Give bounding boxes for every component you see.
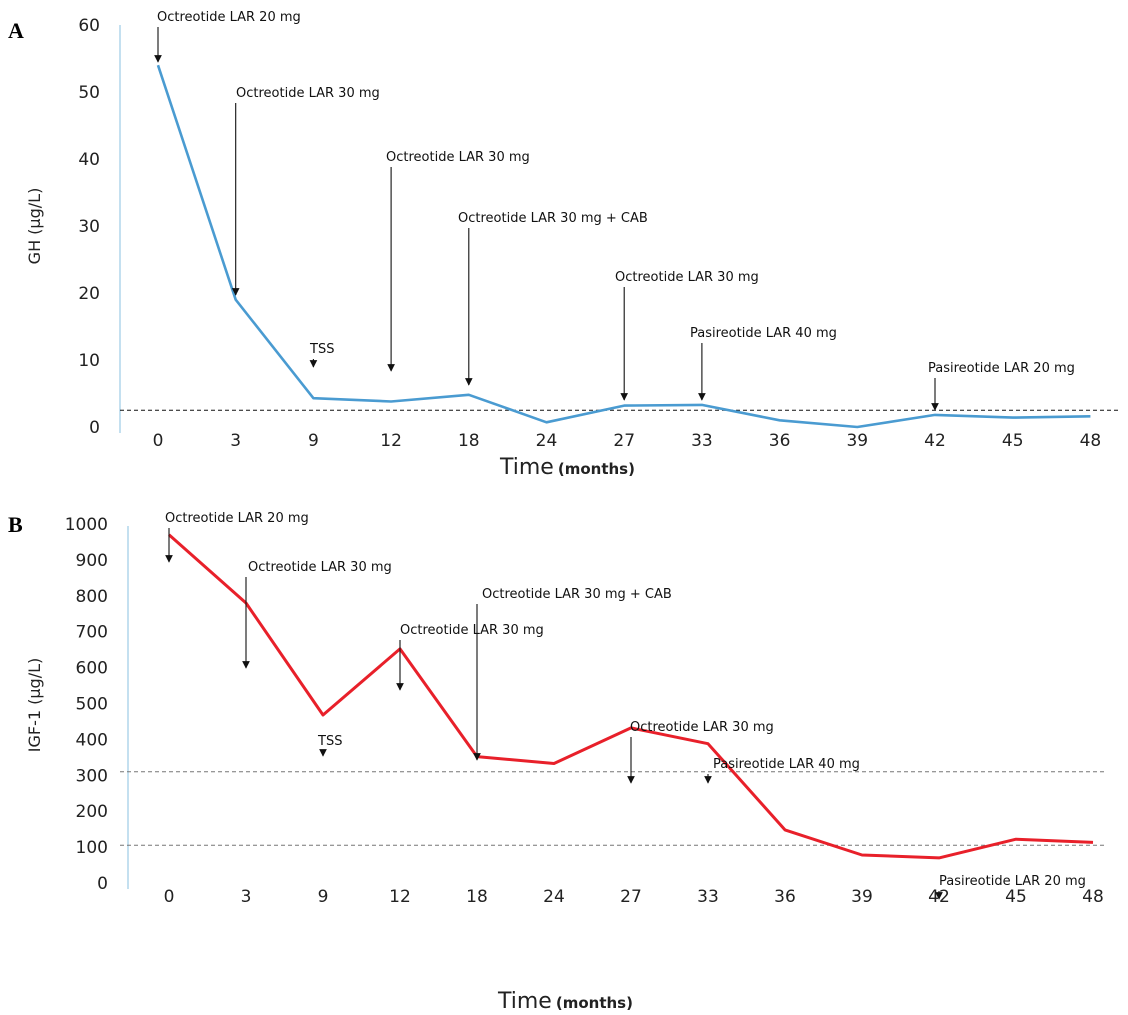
annotation-label: TSS <box>309 342 334 357</box>
x-tick-label: 9 <box>308 431 319 451</box>
annotation-label: Octreotide LAR 20 mg <box>165 511 309 526</box>
y-tick-label: 300 <box>76 766 108 786</box>
y-tick-label: 20 <box>78 284 100 304</box>
x-tick-label: 45 <box>1002 431 1024 451</box>
panel-label: B <box>8 512 23 537</box>
x-tick-label: 39 <box>846 431 868 451</box>
x-tick-label: 12 <box>380 431 402 451</box>
x-axis-label: Time (months) <box>499 455 635 480</box>
y-tick-label: 800 <box>76 587 108 607</box>
annotation-label: Octreotide LAR 30 mg + CAB <box>482 587 672 602</box>
x-tick-label: 42 <box>924 431 946 451</box>
y-axis-label: GH (µg/L) <box>25 188 44 265</box>
x-tick-label: 33 <box>697 887 719 907</box>
y-tick-label: 30 <box>78 217 100 237</box>
x-tick-label: 0 <box>153 431 164 451</box>
annotation-label: Octreotide LAR 30 mg + CAB <box>458 211 648 226</box>
y-tick-label: 500 <box>76 695 108 715</box>
annotation-label: Pasireotide LAR 20 mg <box>939 874 1086 889</box>
x-tick-label: 24 <box>543 887 565 907</box>
x-tick-label: 48 <box>1080 431 1102 451</box>
x-tick-label: 27 <box>613 431 635 451</box>
x-axis-label-main: Time <box>497 989 552 1014</box>
annotation-label: Pasireotide LAR 40 mg <box>690 326 837 341</box>
y-tick-label: 400 <box>76 730 108 750</box>
y-tick-label: 200 <box>76 802 108 822</box>
x-tick-label: 48 <box>1082 887 1104 907</box>
x-axis-label-unit: (months) <box>556 994 633 1012</box>
x-tick-label: 18 <box>466 887 488 907</box>
y-tick-label: 0 <box>97 874 108 894</box>
y-tick-label: 40 <box>78 150 100 170</box>
annotation-label: Octreotide LAR 30 mg <box>248 560 392 575</box>
y-tick-label: 50 <box>78 83 100 103</box>
annotation-label: TSS <box>317 734 342 749</box>
x-tick-label: 24 <box>536 431 558 451</box>
x-tick-label: 27 <box>620 887 642 907</box>
y-tick-label: 700 <box>76 623 108 643</box>
x-tick-label: 39 <box>851 887 873 907</box>
y-tick-label: 600 <box>76 659 108 679</box>
y-tick-label: 100 <box>76 838 108 858</box>
y-tick-label: 60 <box>78 16 100 36</box>
annotation-label: Octreotide LAR 30 mg <box>630 720 774 735</box>
x-tick-label: 36 <box>774 887 796 907</box>
x-tick-label: 9 <box>318 887 329 907</box>
annotation-label: Octreotide LAR 30 mg <box>386 150 530 165</box>
series-line <box>168 533 1094 860</box>
x-tick-label: 0 <box>164 887 175 907</box>
x-tick-label: 18 <box>458 431 480 451</box>
annotation-label: Octreotide LAR 30 mg <box>615 270 759 285</box>
y-tick-label: 900 <box>76 551 108 571</box>
y-tick-label: 1000 <box>65 515 108 535</box>
y-tick-label: 10 <box>78 351 100 371</box>
panel-label: A <box>8 18 24 43</box>
x-tick-label: 12 <box>389 887 411 907</box>
x-axis-label-unit: (months) <box>558 460 635 478</box>
annotation-label: Octreotide LAR 20 mg <box>157 10 301 25</box>
annotation-label: Pasireotide LAR 40 mg <box>713 757 860 772</box>
annotation-label: Octreotide LAR 30 mg <box>400 623 544 638</box>
x-tick-label: 45 <box>1005 887 1027 907</box>
annotation-label: Pasireotide LAR 20 mg <box>928 361 1075 376</box>
x-axis-label: Time (months) <box>497 989 633 1014</box>
y-axis-label: IGF-1 (µg/L) <box>25 658 44 752</box>
x-tick-label: 36 <box>769 431 791 451</box>
x-tick-label: 3 <box>241 887 252 907</box>
x-axis-label-main: Time <box>499 455 554 480</box>
y-tick-label: 0 <box>89 418 100 438</box>
panel-b-chart: B 0 100 200 300 400 500 600 700 800 900 1000 IGF-1 (… <box>8 511 1106 1014</box>
x-tick-label: 3 <box>230 431 241 451</box>
annotation-label: Octreotide LAR 30 mg <box>236 86 380 101</box>
x-tick-label: 33 <box>691 431 713 451</box>
